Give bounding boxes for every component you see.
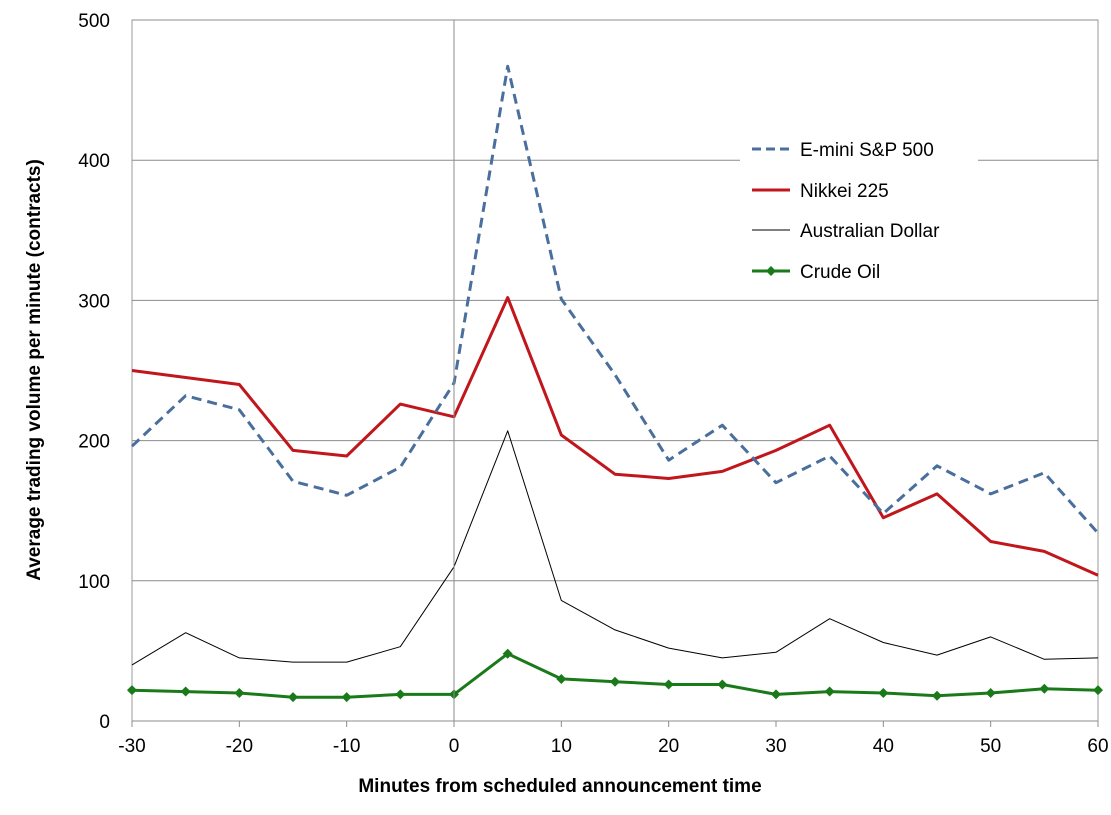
- x-tick-label: 40: [873, 736, 894, 757]
- y-tick-label: 400: [78, 151, 110, 172]
- data-point-marker: [771, 689, 781, 700]
- y-axis-title: Average trading volume per minute (contr…: [24, 159, 45, 581]
- legend-marker: [766, 266, 776, 276]
- legend-box: [740, 130, 978, 290]
- series-line-3: [131, 652, 1099, 699]
- plot-border: [131, 19, 1099, 722]
- x-axis-title: Minutes from scheduled announcement time: [358, 776, 761, 797]
- x-tick-label: 0: [449, 736, 460, 757]
- data-point-marker: [610, 676, 620, 687]
- x-tick-label: 20: [658, 736, 679, 757]
- axes: 0 100 200 300 400 500 -30 -20 -10 0 10 20 30 40 50 60: [78, 11, 1108, 757]
- data-point-marker: [985, 687, 996, 698]
- data-point-marker: [502, 648, 513, 659]
- x-tick-label: 10: [551, 736, 572, 757]
- data-point-marker: [1093, 685, 1103, 696]
- y-tick-label: 200: [78, 432, 110, 453]
- series-lines: [127, 64, 1103, 703]
- legend-label-0: E-mini S&P 500: [800, 140, 934, 161]
- x-tick-label: -30: [118, 736, 145, 757]
- y-tick-label: 300: [78, 291, 110, 312]
- gridlines: [131, 19, 1099, 722]
- data-point-marker: [663, 679, 674, 690]
- data-point-marker: [824, 686, 835, 697]
- legend-label-3: Crude Oil: [800, 262, 880, 283]
- legend: E-mini S&P 500 Nikkei 225 Australian Dolla…: [740, 130, 978, 290]
- y-tick-label: 100: [78, 572, 110, 593]
- x-tick-label: 60: [1087, 736, 1108, 757]
- legend-label-2: Australian Dollar: [800, 221, 940, 242]
- data-point-marker: [932, 690, 942, 701]
- data-point-marker: [180, 686, 191, 697]
- data-point-marker: [234, 687, 245, 698]
- data-point-marker: [878, 687, 889, 698]
- data-point-marker: [1039, 683, 1050, 694]
- y-tick-label: 500: [78, 11, 110, 32]
- legend-label-1: Nikkei 225: [800, 181, 889, 202]
- y-tick-label: 0: [99, 712, 110, 733]
- data-point-marker: [395, 689, 406, 700]
- x-tick-label: 30: [765, 736, 786, 757]
- data-point-marker: [288, 692, 298, 703]
- series-line-2: [131, 430, 1099, 666]
- data-point-marker: [341, 692, 352, 703]
- x-tick-label: -20: [226, 736, 253, 757]
- data-point-marker: [127, 685, 137, 696]
- series-line-1: [131, 296, 1099, 577]
- series-line-0: [130, 64, 1100, 535]
- data-point-marker: [556, 673, 567, 684]
- x-tick-label: 50: [980, 736, 1001, 757]
- data-point-marker: [717, 679, 728, 690]
- x-tick-label: -10: [333, 736, 360, 757]
